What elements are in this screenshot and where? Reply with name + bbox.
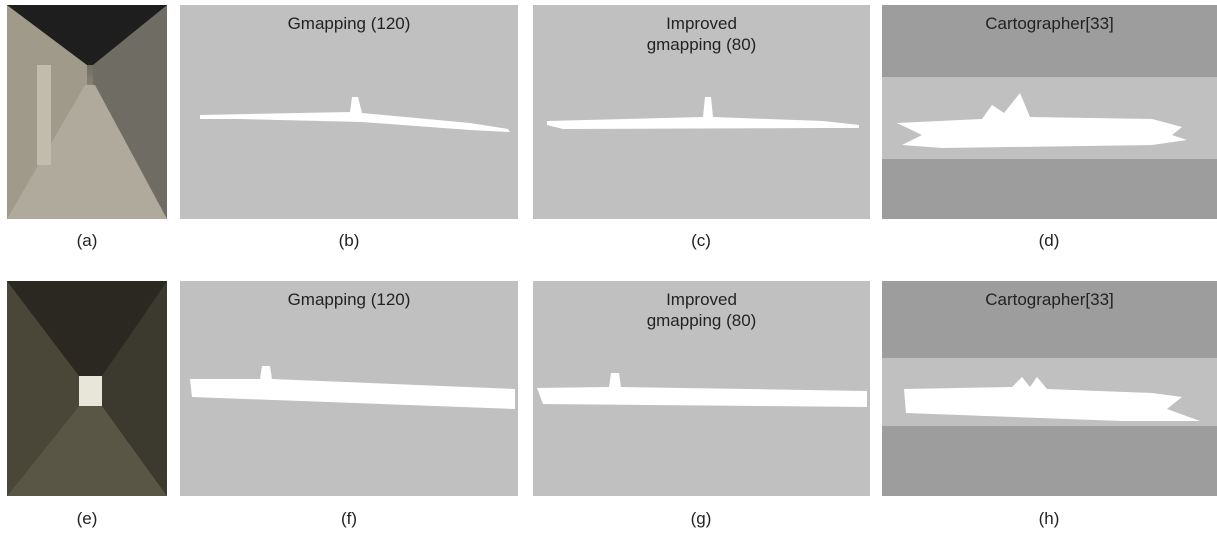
- gmapping-map: Gmapping (120): [180, 281, 518, 496]
- panel-title: Gmapping (120): [180, 13, 518, 34]
- corridor-photo: [7, 281, 167, 496]
- panel-label: (d): [1019, 231, 1079, 251]
- improved-gmapping-map: Improved gmapping (80): [533, 5, 870, 219]
- panel-title: Improved gmapping (80): [632, 13, 772, 55]
- panel-title: Gmapping (120): [180, 289, 518, 310]
- map-drawing: [882, 281, 1217, 496]
- improved-gmapping-map: Improved gmapping (80): [533, 281, 870, 496]
- panel-title: Cartographer[33]: [882, 289, 1217, 310]
- photo-drawing: [7, 5, 167, 219]
- panel-label: (g): [671, 509, 731, 529]
- panel-label: (f): [319, 509, 379, 529]
- panel-title: Improved gmapping (80): [632, 289, 772, 331]
- panel-label: (e): [57, 509, 117, 529]
- cartographer-map: Cartographer[33]: [882, 281, 1217, 496]
- corridor-photo: [7, 5, 167, 219]
- map-drawing: [882, 5, 1217, 219]
- figure: Gmapping (120) Improved gmapping (80) Ca…: [0, 0, 1217, 534]
- photo-drawing: [7, 281, 167, 496]
- cartographer-map: Cartographer[33]: [882, 5, 1217, 219]
- panel-label: (c): [671, 231, 731, 251]
- map-drawing: [180, 5, 518, 219]
- panel-label: (a): [57, 231, 117, 251]
- map-drawing: [180, 281, 518, 496]
- gmapping-map: Gmapping (120): [180, 5, 518, 219]
- panel-label: (h): [1019, 509, 1079, 529]
- panel-title: Cartographer[33]: [882, 13, 1217, 34]
- panel-label: (b): [319, 231, 379, 251]
